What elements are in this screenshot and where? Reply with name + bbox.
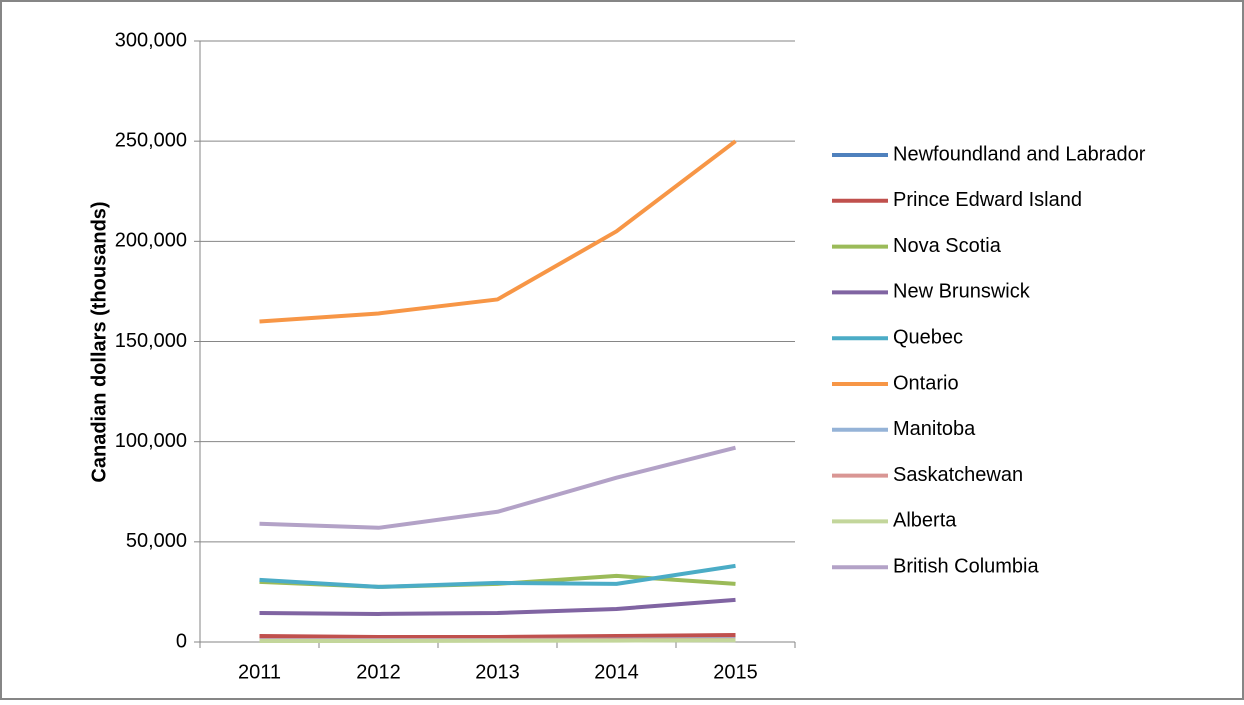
legend-label: Ontario [893,372,959,394]
legend-label: Newfoundland and Labrador [893,143,1146,165]
y-tick-label: 300,000 [115,29,187,51]
x-tick-label: 2013 [475,661,520,683]
series-line [259,632,736,639]
y-axis-label: Canadian dollars (thousands) [88,201,110,482]
legend-label: Manitoba [893,418,976,440]
legend-label: Prince Edward Island [893,189,1082,211]
series-line [259,445,736,530]
legend-label: Alberta [893,510,957,532]
y-tick-label: 50,000 [126,530,187,552]
x-tick-label: 2014 [594,661,639,683]
series-line [259,563,736,589]
x-tick-label: 2012 [356,661,401,683]
legend-label: New Brunswick [893,281,1031,303]
legend-label: Saskatchewan [893,464,1023,486]
x-tick-label: 2011 [238,661,281,683]
series-line [259,597,736,616]
y-tick-label: 150,000 [115,330,187,352]
legend-label: Quebec [893,326,963,348]
x-tick-label: 2015 [713,661,758,683]
y-tick-label: 100,000 [115,430,187,452]
legend-label: British Columbia [893,555,1039,577]
y-tick-label: 0 [176,630,187,652]
series-line [259,139,737,324]
legend-label: Nova Scotia [893,235,1002,257]
y-tick-label: 200,000 [115,230,187,252]
y-tick-label: 250,000 [115,129,187,151]
series-line [259,638,736,643]
